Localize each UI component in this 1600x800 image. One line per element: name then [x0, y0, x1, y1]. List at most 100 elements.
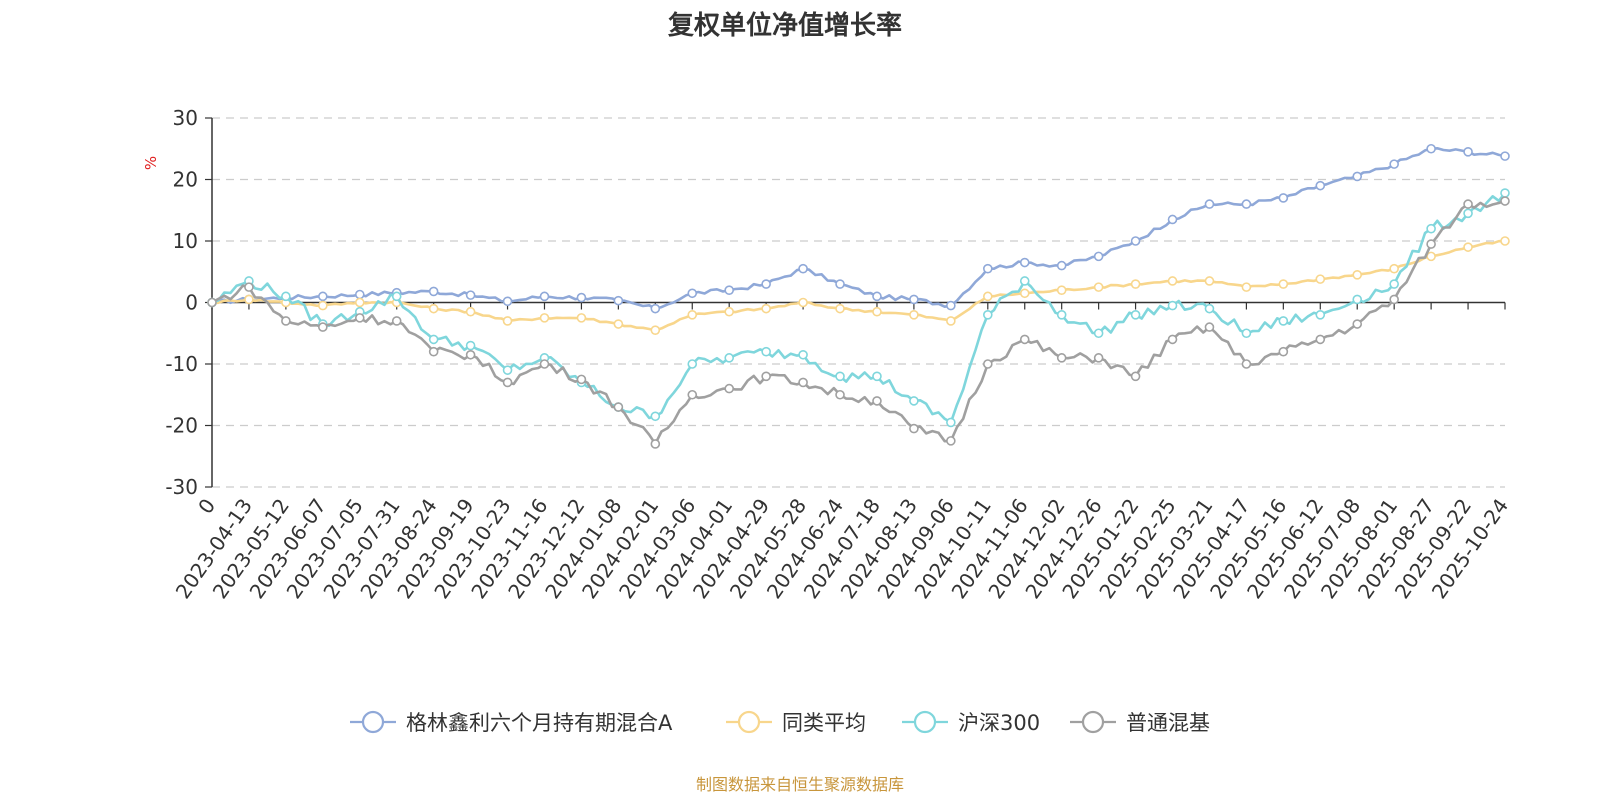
data-point [576, 292, 587, 303]
data-point [724, 353, 735, 363]
legend-marker [913, 710, 937, 734]
data-point [1204, 303, 1215, 314]
data-point [1426, 143, 1436, 154]
data-point [1241, 359, 1252, 369]
data-point [465, 349, 476, 360]
series-line [211, 239, 1506, 332]
data-point [1278, 346, 1289, 357]
data-point [1167, 300, 1178, 311]
y-tick-label: 20 [173, 168, 198, 192]
y-tick-label: -20 [165, 414, 198, 438]
data-point [798, 297, 808, 308]
data-point [1019, 257, 1030, 268]
data-point [1204, 199, 1215, 209]
data-point [1500, 151, 1510, 161]
data-point [502, 365, 513, 375]
data-point [1130, 279, 1141, 289]
data-point [1093, 353, 1104, 363]
data-point [872, 306, 882, 317]
data-point [502, 377, 513, 388]
data-point [1389, 159, 1399, 169]
data-point [872, 291, 882, 302]
legend[interactable]: 格林鑫利六个月持有期混合A 同类平均 沪深300 普通混基 [350, 710, 1210, 735]
data-point [835, 279, 845, 289]
legend-marker [737, 710, 761, 734]
data-point [1315, 309, 1326, 320]
data-point [724, 306, 735, 317]
data-point [1241, 328, 1252, 339]
data-point [1056, 309, 1067, 320]
data-point [1056, 260, 1067, 271]
data-point [1463, 199, 1473, 209]
data-point [1130, 371, 1141, 382]
data-point [318, 322, 328, 332]
data-point [613, 295, 624, 306]
data-point [909, 309, 919, 320]
legend-label: 沪深300 [958, 711, 1040, 735]
data-point [909, 423, 919, 434]
series-lines [207, 143, 1510, 449]
data-point [1352, 319, 1363, 329]
data-point [761, 279, 771, 289]
data-point [1241, 282, 1252, 292]
data-point [1389, 294, 1399, 305]
y-tick-label: 0 [185, 291, 198, 315]
data-point [724, 383, 735, 394]
y-tick-label: 30 [173, 106, 198, 130]
data-source-note: 制图数据来自恒生聚源数据库 [696, 775, 904, 794]
legend-label: 同类平均 [782, 711, 866, 735]
data-point [650, 439, 661, 449]
data-point [465, 340, 476, 351]
data-point [872, 371, 882, 382]
data-point [1426, 223, 1436, 234]
data-point [1019, 288, 1030, 299]
data-point [872, 396, 882, 406]
data-point [1130, 236, 1141, 246]
legend-item[interactable]: 沪深300 [902, 710, 1040, 735]
data-point [982, 309, 993, 320]
data-point [281, 316, 291, 326]
legend-item[interactable]: 普通混基 [1070, 710, 1210, 735]
legend-label: 格林鑫利六个月持有期混合A [406, 711, 673, 735]
data-point [1167, 214, 1178, 225]
data-point [354, 297, 365, 308]
data-point [1315, 180, 1326, 191]
data-point [1093, 251, 1104, 262]
data-point [576, 313, 587, 323]
data-point [1278, 316, 1289, 326]
data-point [1352, 171, 1363, 182]
grid-lines [205, 117, 1505, 488]
data-point [761, 303, 771, 314]
data-point [982, 359, 993, 369]
y-tick-label: -10 [165, 352, 198, 376]
data-point [502, 316, 513, 326]
data-point [428, 303, 439, 314]
data-point [1500, 188, 1510, 198]
data-point [318, 300, 328, 311]
legend-label: 普通混基 [1126, 711, 1210, 735]
data-point [613, 319, 624, 329]
data-point [1093, 282, 1104, 292]
series-line [211, 192, 1507, 424]
data-point [1167, 334, 1178, 345]
data-point [1019, 276, 1030, 286]
data-point [909, 294, 919, 305]
data-point [982, 291, 993, 302]
data-point [539, 291, 550, 302]
data-point [1093, 328, 1104, 339]
data-point [428, 286, 439, 297]
legend-item[interactable]: 格林鑫利六个月持有期混合A [350, 710, 673, 735]
data-point [982, 263, 993, 274]
data-point [539, 313, 550, 323]
x-tick-labels: 02023-04-132023-05-122023-06-072023-07-0… [171, 302, 1513, 603]
data-point [909, 396, 919, 406]
data-point [946, 417, 956, 428]
x-tick-label: 0 [193, 494, 220, 518]
y-axis-label: % [142, 156, 160, 170]
data-point [465, 290, 476, 300]
legend-item[interactable]: 同类平均 [726, 710, 866, 735]
data-point [835, 371, 845, 382]
data-point [761, 371, 771, 382]
data-point [1463, 147, 1473, 157]
data-point [465, 306, 476, 317]
